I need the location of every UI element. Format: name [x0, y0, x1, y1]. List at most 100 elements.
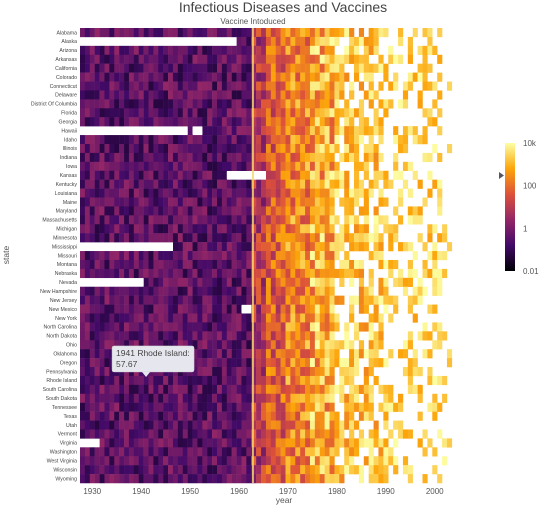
heatmap-cell[interactable] [334, 161, 340, 171]
heatmap-cell[interactable] [305, 45, 311, 56]
heatmap-cell[interactable] [251, 28, 257, 38]
heatmap-cell[interactable] [324, 99, 330, 109]
heatmap-cell[interactable] [300, 447, 306, 457]
heatmap-cell[interactable] [99, 197, 105, 207]
heatmap-cell[interactable] [84, 251, 91, 261]
heatmap-cell[interactable] [124, 340, 130, 350]
heatmap-cell[interactable] [373, 63, 379, 73]
heatmap-cell[interactable] [104, 108, 110, 118]
heatmap-cell[interactable] [133, 411, 139, 421]
heatmap-cell[interactable] [309, 465, 316, 475]
heatmap-cell[interactable] [393, 152, 399, 163]
heatmap-cell[interactable] [334, 313, 340, 323]
heatmap-cell[interactable] [309, 456, 316, 466]
heatmap-cell[interactable] [192, 304, 198, 314]
heatmap-cell[interactable] [329, 161, 335, 171]
heatmap-cell[interactable] [344, 188, 350, 198]
heatmap-cell[interactable] [236, 420, 242, 430]
heatmap-cell[interactable] [187, 277, 193, 287]
heatmap-cell[interactable] [368, 81, 374, 91]
heatmap-cell[interactable] [329, 72, 335, 82]
heatmap-cell[interactable] [378, 358, 384, 368]
heatmap-cell[interactable] [177, 402, 183, 412]
heatmap-cell[interactable] [192, 340, 198, 350]
heatmap-cell[interactable] [290, 313, 296, 323]
heatmap-cell[interactable] [344, 197, 350, 207]
heatmap-cell[interactable] [246, 367, 252, 377]
heatmap-cell[interactable] [182, 215, 188, 225]
heatmap-cell[interactable] [109, 135, 115, 145]
heatmap-cell[interactable] [329, 474, 335, 484]
heatmap-cell[interactable] [309, 99, 316, 109]
heatmap-cell[interactable] [388, 224, 394, 234]
heatmap-cell[interactable] [285, 474, 291, 484]
heatmap-cell[interactable] [358, 108, 365, 118]
heatmap-cell[interactable] [373, 304, 379, 314]
heatmap-cell[interactable] [207, 402, 213, 412]
heatmap-cell[interactable] [422, 45, 428, 56]
heatmap-cell[interactable] [300, 277, 306, 287]
heatmap-cell[interactable] [172, 233, 179, 243]
heatmap-cell[interactable] [270, 28, 276, 38]
heatmap-cell[interactable] [270, 340, 276, 350]
heatmap-cell[interactable] [236, 358, 242, 368]
heatmap-cell[interactable] [143, 251, 149, 261]
heatmap-cell[interactable] [104, 420, 110, 430]
heatmap-cell[interactable] [168, 331, 174, 341]
heatmap-cell[interactable] [402, 99, 409, 109]
heatmap-cell[interactable] [104, 429, 110, 439]
heatmap-cell[interactable] [246, 242, 252, 252]
heatmap-cell[interactable] [163, 474, 169, 484]
heatmap-cell[interactable] [334, 429, 340, 439]
heatmap-cell[interactable] [329, 117, 335, 127]
heatmap-cell[interactable] [305, 331, 311, 341]
heatmap-cell[interactable] [412, 251, 418, 261]
heatmap-cell[interactable] [373, 179, 379, 189]
heatmap-cell[interactable] [256, 465, 262, 475]
heatmap-cell[interactable] [295, 242, 301, 252]
heatmap-cell[interactable] [344, 375, 350, 386]
heatmap-cell[interactable] [363, 36, 369, 47]
heatmap-cell[interactable] [99, 465, 105, 475]
heatmap-cell[interactable] [290, 54, 296, 64]
heatmap-cell[interactable] [256, 152, 262, 163]
heatmap-cell[interactable] [217, 197, 223, 207]
heatmap-cell[interactable] [407, 242, 413, 252]
heatmap-cell[interactable] [300, 242, 306, 252]
heatmap-cell[interactable] [319, 206, 325, 216]
heatmap-cell[interactable] [378, 474, 384, 484]
heatmap-cell[interactable] [168, 268, 174, 279]
heatmap-cell[interactable] [114, 411, 120, 421]
heatmap-cell[interactable] [417, 438, 423, 448]
heatmap-cell[interactable] [182, 63, 188, 73]
heatmap-cell[interactable] [128, 251, 135, 261]
heatmap-cell[interactable] [104, 438, 110, 448]
heatmap-cell[interactable] [339, 375, 345, 386]
heatmap-cell[interactable] [226, 251, 232, 261]
heatmap-cell[interactable] [80, 117, 86, 127]
heatmap-cell[interactable] [94, 108, 100, 118]
heatmap-cell[interactable] [114, 447, 120, 457]
heatmap-cell[interactable] [217, 259, 223, 270]
heatmap-cell[interactable] [329, 54, 335, 64]
heatmap-cell[interactable] [119, 393, 125, 403]
heatmap-cell[interactable] [241, 268, 247, 279]
heatmap-cell[interactable] [133, 322, 139, 332]
heatmap-cell[interactable] [270, 474, 276, 484]
heatmap-cell[interactable] [94, 45, 100, 56]
heatmap-cell[interactable] [373, 126, 379, 136]
heatmap-cell[interactable] [128, 331, 135, 341]
heatmap-cell[interactable] [324, 367, 330, 377]
heatmap-cell[interactable] [285, 286, 291, 296]
heatmap-cell[interactable] [251, 322, 257, 332]
heatmap-cell[interactable] [94, 358, 100, 368]
heatmap-cell[interactable] [114, 63, 120, 73]
heatmap-cell[interactable] [324, 286, 330, 296]
heatmap-cell[interactable] [124, 224, 130, 234]
heatmap-cell[interactable] [373, 465, 379, 475]
heatmap-cell[interactable] [270, 384, 276, 395]
heatmap-cell[interactable] [192, 170, 198, 180]
heatmap-cell[interactable] [221, 28, 228, 38]
heatmap-cell[interactable] [349, 358, 355, 368]
heatmap-cell[interactable] [446, 242, 453, 252]
